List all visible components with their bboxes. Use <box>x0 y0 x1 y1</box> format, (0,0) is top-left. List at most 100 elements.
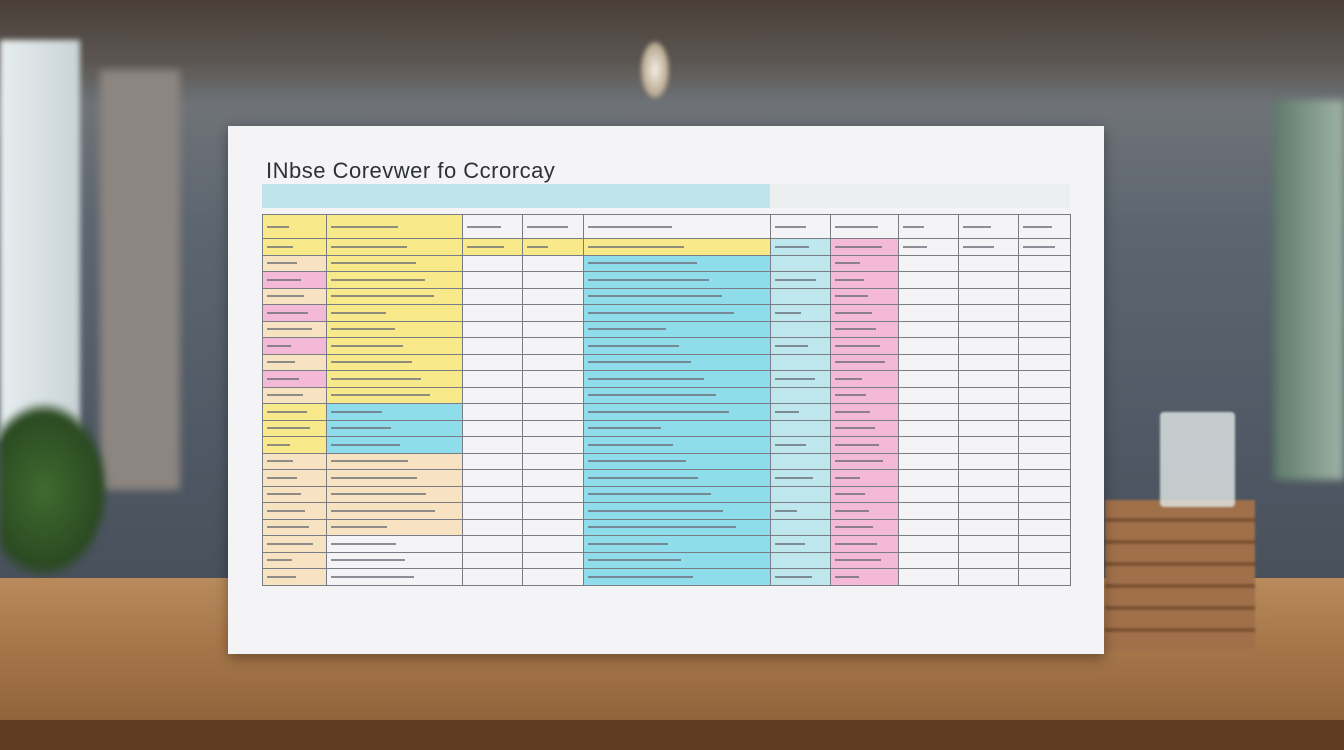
table-cell <box>898 254 959 272</box>
table-cell <box>770 304 831 322</box>
cell-text-mark <box>775 443 807 446</box>
cell-text-mark <box>835 311 873 314</box>
cell-text-mark <box>775 377 815 380</box>
table-cell <box>522 568 584 586</box>
cell-text-mark <box>588 526 736 529</box>
table-cell <box>326 254 463 272</box>
table-cell <box>958 535 1019 553</box>
cell-text-mark <box>835 559 882 562</box>
cell-text-mark <box>267 559 292 562</box>
table-cell <box>462 320 523 338</box>
table-cell <box>1018 535 1071 553</box>
table-row <box>262 485 1071 503</box>
table-cell <box>830 337 899 355</box>
table-cell <box>326 419 463 437</box>
table-cell <box>326 337 463 355</box>
table-cell <box>583 287 771 305</box>
table-cell <box>462 271 523 289</box>
cell-text-mark <box>267 460 294 463</box>
table-cell <box>326 518 463 536</box>
table-cell <box>770 518 831 536</box>
table-cell <box>898 568 959 586</box>
table-cell <box>1018 287 1071 305</box>
table-cell <box>830 370 899 388</box>
table-cell <box>522 551 584 569</box>
table-cell <box>583 419 771 437</box>
cell-text-mark <box>467 225 501 228</box>
table-cell <box>830 386 899 404</box>
table-cell <box>262 436 327 454</box>
table-cell <box>898 214 959 239</box>
cell-text-mark <box>267 311 309 314</box>
table-cell <box>830 403 899 421</box>
cell-text-mark <box>775 476 814 479</box>
cell-text-mark <box>267 278 301 281</box>
table-cell <box>583 485 771 503</box>
table-cell <box>1018 353 1071 371</box>
table-cell <box>522 337 584 355</box>
table-cell <box>770 436 831 454</box>
table-cell <box>770 485 831 503</box>
cell-text-mark <box>903 245 928 248</box>
cell-text-mark <box>588 493 711 496</box>
plant <box>0 400 110 580</box>
table-cell <box>262 452 327 470</box>
table-cell <box>262 353 327 371</box>
cell-text-mark <box>835 262 860 265</box>
cell-text-mark <box>588 328 667 331</box>
table-cell <box>583 271 771 289</box>
cell-text-mark <box>331 410 382 413</box>
table-cell <box>462 337 523 355</box>
cell-text-mark <box>588 460 686 463</box>
table-cell <box>770 271 831 289</box>
table-cell <box>898 485 959 503</box>
cell-text-mark <box>331 493 427 496</box>
header-band <box>262 184 770 208</box>
table-cell <box>958 370 1019 388</box>
table-cell <box>1018 452 1071 470</box>
table-cell <box>262 320 327 338</box>
table-cell <box>522 304 584 322</box>
cell-text-mark <box>963 225 991 228</box>
cell-text-mark <box>588 377 704 380</box>
table-cell <box>583 403 771 421</box>
poster-title: INbse Corevwer fo Ccrorcay <box>266 158 556 183</box>
table-cell <box>583 551 771 569</box>
table-cell <box>262 386 327 404</box>
cell-text-mark <box>835 295 869 298</box>
cell-text-mark <box>775 225 806 228</box>
table-cell <box>958 485 1019 503</box>
cell-text-mark <box>588 559 681 562</box>
cell-text-mark <box>588 311 734 314</box>
table-cell <box>262 403 327 421</box>
table-cell <box>522 535 584 553</box>
cell-text-mark <box>835 245 883 248</box>
cell-text-mark <box>331 460 409 463</box>
table-cell <box>830 238 899 256</box>
cell-text-mark <box>267 344 292 347</box>
table-cell <box>462 287 523 305</box>
cell-text-mark <box>775 410 799 413</box>
table-cell <box>583 254 771 272</box>
table-cell <box>462 469 523 487</box>
table-cell <box>770 535 831 553</box>
table-cell <box>958 469 1019 487</box>
table-cell <box>326 469 463 487</box>
table-cell <box>326 304 463 322</box>
cell-text-mark <box>331 427 391 430</box>
table-cell <box>898 386 959 404</box>
table-cell <box>830 469 899 487</box>
table-row <box>262 568 1071 586</box>
table-cell <box>898 287 959 305</box>
table-row <box>262 469 1071 487</box>
cell-text-mark <box>835 344 881 347</box>
cell-text-mark <box>331 361 413 364</box>
table-cell <box>462 502 523 520</box>
table-cell <box>958 419 1019 437</box>
cell-text-mark <box>588 361 692 364</box>
cell-text-mark <box>835 361 885 364</box>
table-cell <box>770 238 831 256</box>
cell-text-mark <box>1023 225 1052 228</box>
table-cell <box>958 502 1019 520</box>
cell-text-mark <box>835 526 873 529</box>
